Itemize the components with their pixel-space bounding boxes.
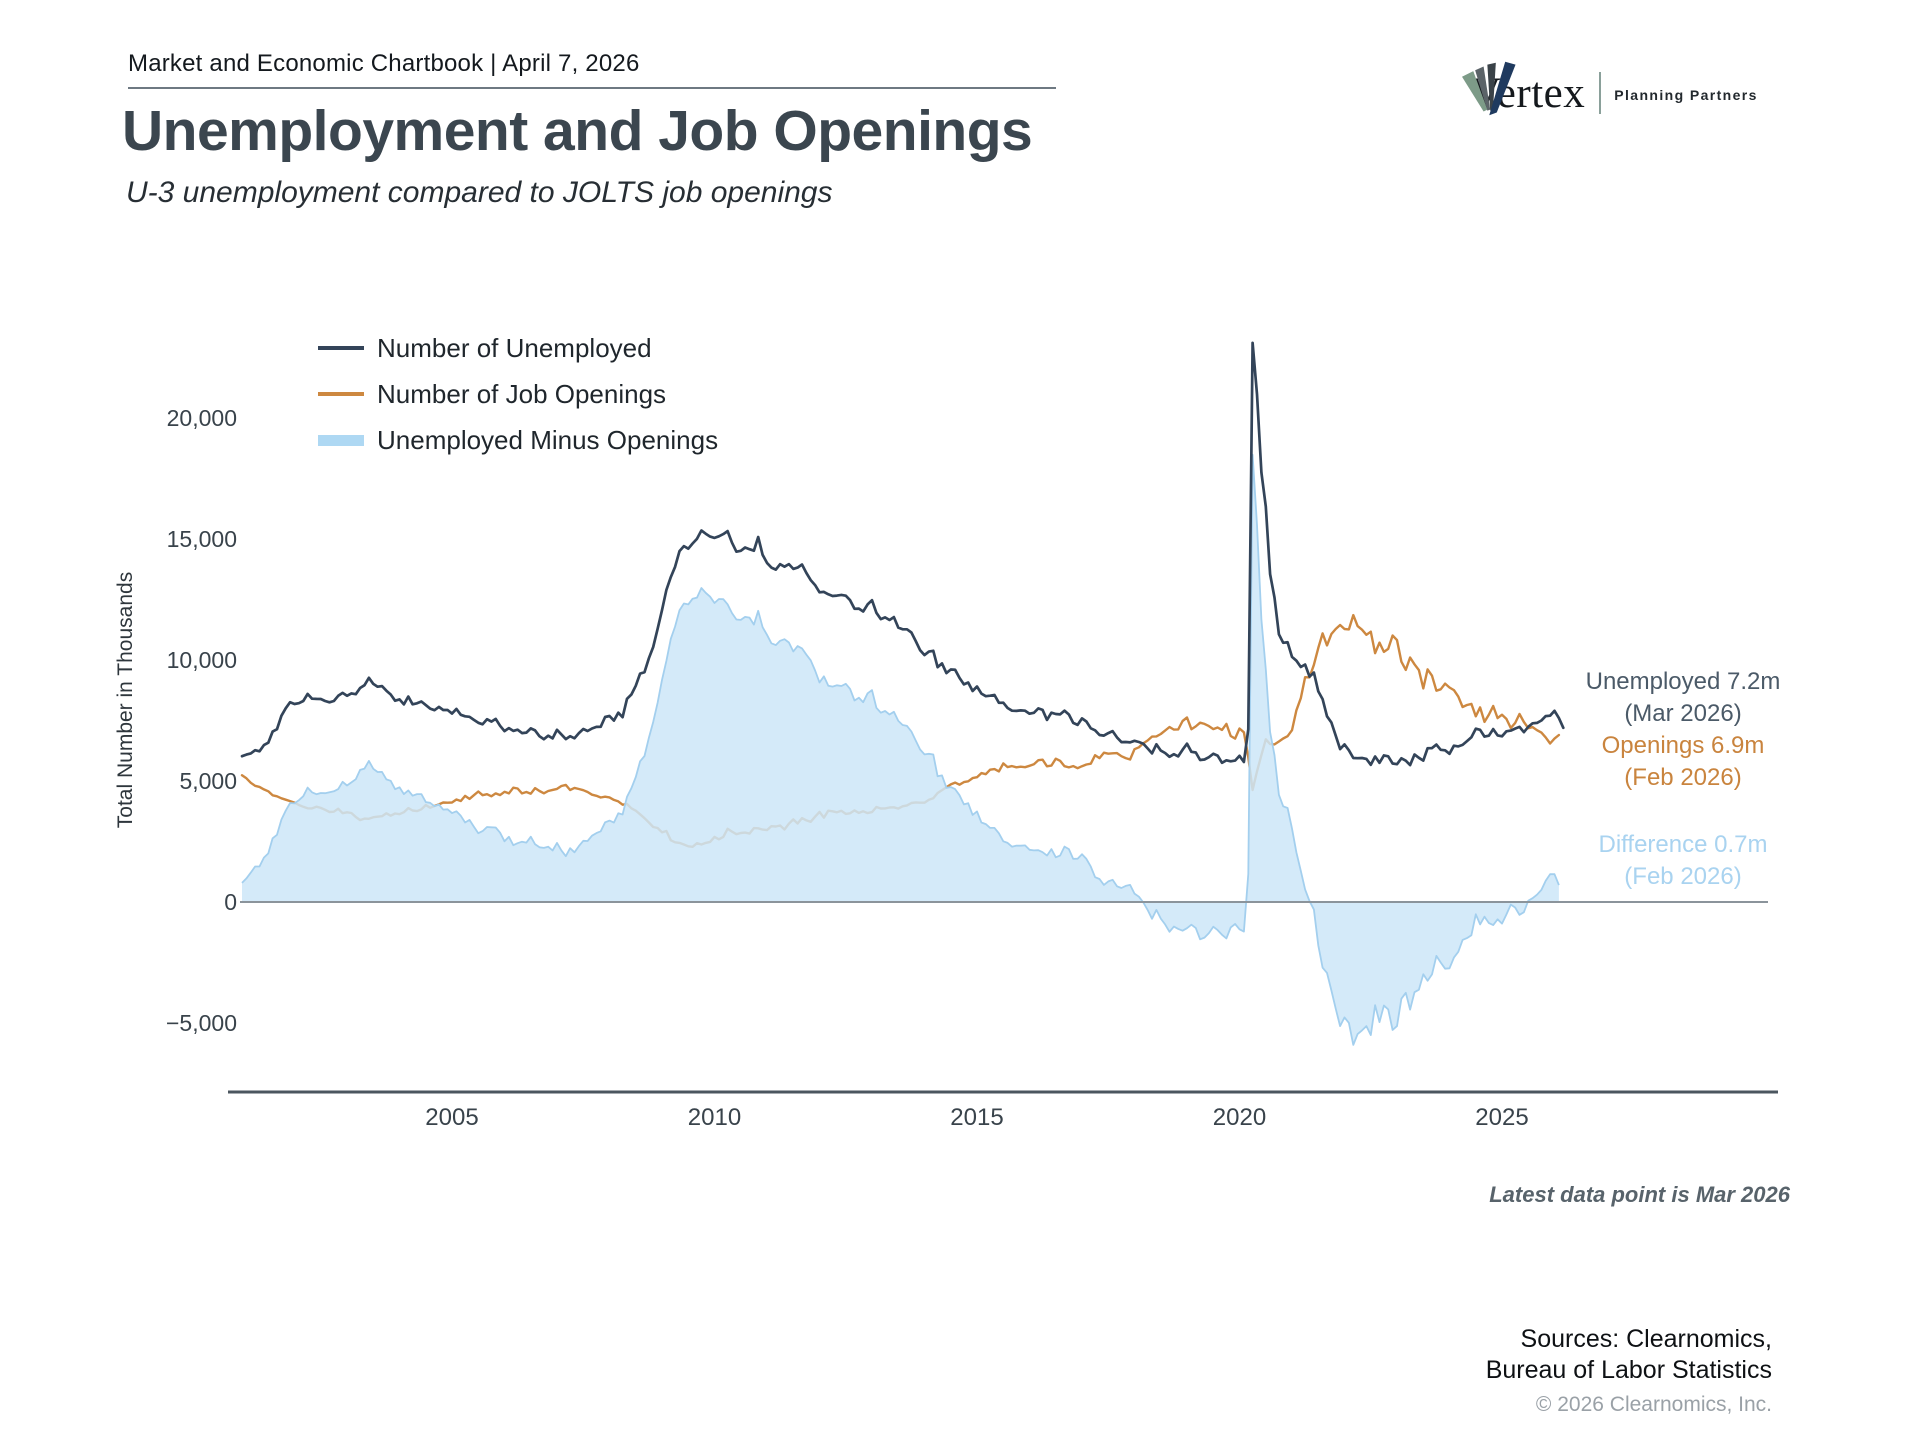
legend-item-difference: Unemployed Minus Openings — [318, 417, 718, 463]
series-callouts: Unemployed 7.2m (Mar 2026) Openings 6.9m… — [1583, 666, 1783, 893]
sources-line2: Bureau of Labor Statistics — [1485, 1356, 1772, 1384]
legend-item-unemployed: Number of Unemployed — [318, 325, 718, 371]
callout-difference-value: Difference 0.7m — [1598, 831, 1768, 858]
logo-divider — [1599, 72, 1602, 114]
chart-legend: Number of Unemployed Number of Job Openi… — [318, 325, 718, 463]
legend-label: Number of Unemployed — [377, 332, 652, 363]
y-tick-label: 10,000 — [166, 647, 237, 673]
page-title: Unemployment and Job Openings — [122, 99, 1033, 163]
vertex-logo-mark-icon — [1462, 61, 1516, 116]
copyright: © 2026 Clearnomics, Inc. — [1535, 1393, 1772, 1416]
legend-item-openings: Number of Job Openings — [318, 371, 718, 417]
y-tick-label: 15,000 — [166, 526, 237, 552]
callout-openings-value: Openings 6.9m — [1601, 732, 1765, 759]
x-tick-label: 2015 — [950, 1104, 1004, 1131]
y-tick-label: 5,000 — [179, 768, 237, 794]
callout-unemployed-value: Unemployed 7.2m — [1585, 668, 1781, 695]
logo-tagline-text: Planning Partners — [1614, 87, 1758, 103]
sources-block: Sources: Clearnomics, Bureau of Labor St… — [1486, 1324, 1772, 1420]
x-tick-label: 2025 — [1475, 1104, 1529, 1131]
difference-area — [242, 454, 1559, 1045]
callout-openings-date: (Feb 2026) — [1624, 764, 1742, 791]
y-tick-label: 20,000 — [166, 405, 237, 431]
header-rule — [128, 87, 1056, 89]
report-header-title: Market and Economic Chartbook | April 7,… — [128, 50, 640, 77]
difference-outline — [241, 453, 1560, 1046]
x-tick-label: 2020 — [1212, 1104, 1267, 1131]
page-subtitle: U-3 unemployment compared to JOLTS job o… — [126, 176, 833, 209]
legend-label: Number of Job Openings — [377, 378, 667, 409]
unemployed-line — [240, 341, 1565, 767]
legend-label: Unemployed Minus Openings — [377, 424, 719, 455]
y-tick-label: 0 — [224, 889, 237, 915]
callout-difference-date: (Feb 2026) — [1624, 863, 1742, 890]
x-tick-label: 2005 — [425, 1104, 479, 1131]
vertex-logo: Vertex Planning Partners — [1462, 60, 1758, 126]
callout-unemployed-date: (Mar 2026) — [1624, 700, 1742, 727]
unemployed-line-swatch — [318, 346, 364, 350]
latest-data-footnote: Latest data point is Mar 2026 — [1489, 1182, 1790, 1207]
x-tick-label: 2010 — [687, 1104, 742, 1131]
sources-line1: Sources: Clearnomics, — [1520, 1325, 1772, 1353]
y-tick-label: −5,000 — [166, 1010, 237, 1036]
openings-line-swatch — [318, 392, 364, 396]
difference-area-swatch — [318, 434, 364, 446]
